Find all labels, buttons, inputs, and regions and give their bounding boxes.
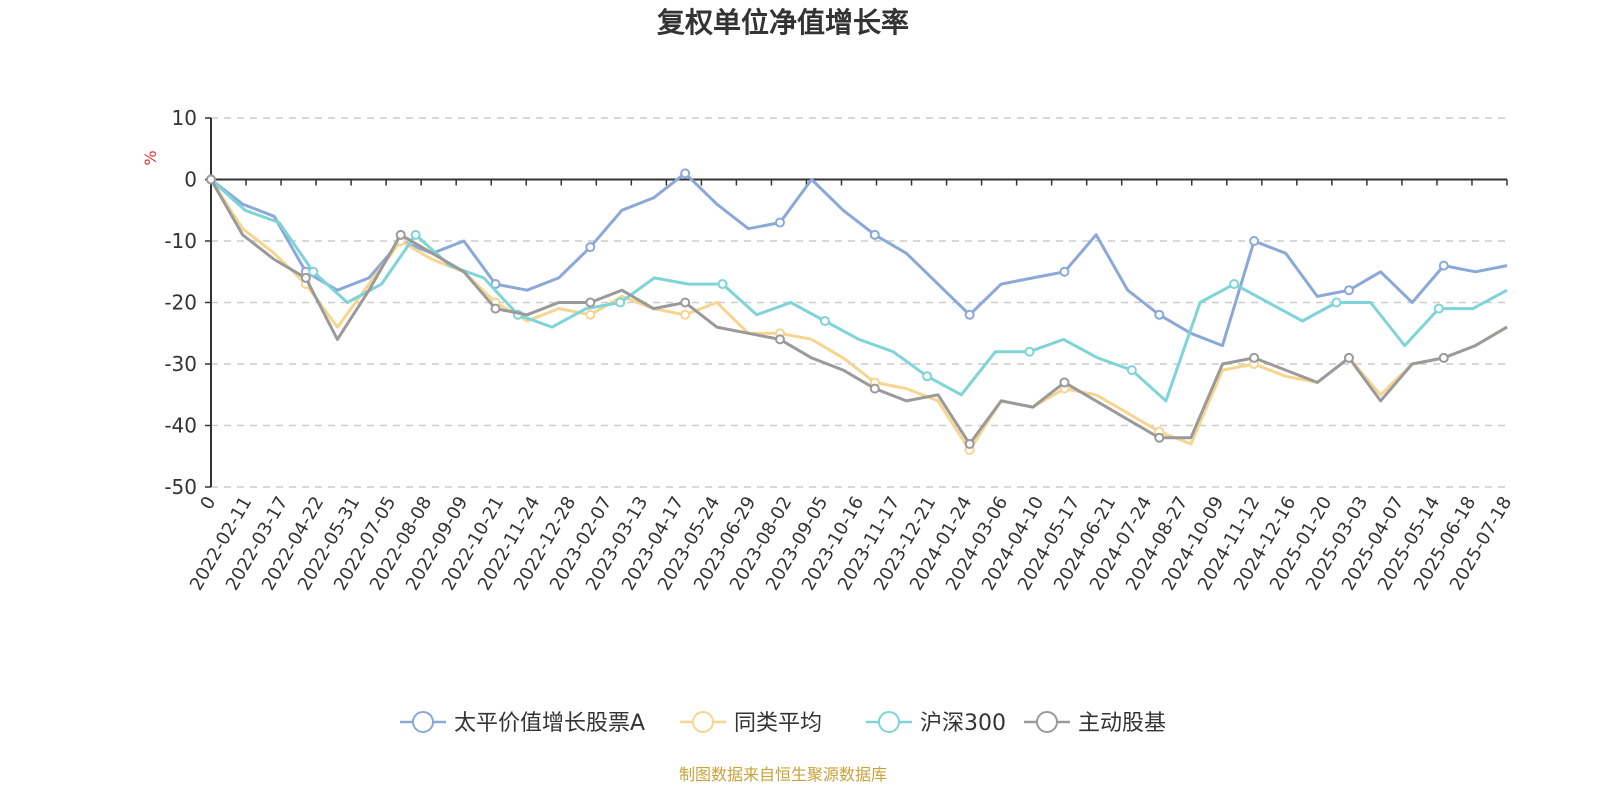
- y-tick-label: -30: [164, 352, 197, 376]
- data-point: [1059, 377, 1070, 388]
- legend-label: 同类平均: [734, 711, 822, 736]
- data-point: [1249, 236, 1260, 246]
- legend-item: 太平价值增长股票A: [400, 711, 645, 736]
- y-tick-label: 0: [184, 168, 197, 192]
- data-point: [680, 309, 691, 320]
- data-point: [1229, 279, 1240, 290]
- legend-label: 太平价值增长股票A: [454, 711, 645, 736]
- x-tick-labels: 02022-02-112022-03-172022-04-222022-05-3…: [186, 493, 1516, 594]
- series-line: [209, 178, 1508, 403]
- data-point: [1126, 365, 1137, 376]
- y-axis-unit: %: [141, 150, 160, 165]
- source-note: 制图数据来自恒生聚源数据库: [679, 765, 887, 784]
- axes: [205, 117, 1508, 488]
- data-point: [774, 334, 785, 345]
- data-point: [300, 272, 311, 283]
- legend-marker: [878, 711, 900, 733]
- y-tick-label: 10: [172, 106, 197, 130]
- data-point: [1059, 266, 1070, 277]
- legend-marker: [692, 711, 714, 733]
- data-point: [819, 315, 830, 326]
- y-tick-labels: 10 0 -10 -20 -30 -40 -50: [164, 106, 197, 499]
- legend-item: 沪深300: [866, 711, 1006, 736]
- data-point: [206, 174, 216, 185]
- legend-marker: [1036, 711, 1058, 733]
- data-point: [964, 438, 975, 449]
- data-point: [1249, 352, 1260, 363]
- data-point: [395, 229, 406, 240]
- legend-label: 沪深300: [920, 711, 1006, 736]
- series-line: [210, 171, 1508, 348]
- data-point: [585, 297, 596, 308]
- y-tick-label: -40: [164, 414, 197, 438]
- data-point: [490, 303, 501, 314]
- data-point: [585, 309, 596, 320]
- data-point: [964, 309, 975, 320]
- grid-lines: [211, 117, 1507, 488]
- data-point: [869, 229, 880, 240]
- data-point: [1343, 352, 1354, 363]
- data-point: [1024, 346, 1035, 357]
- data-point: [615, 297, 626, 308]
- data-point: [1331, 297, 1342, 308]
- data-point: [1154, 309, 1165, 320]
- chart-title: 复权单位净值增长率: [657, 6, 909, 39]
- data-point: [410, 229, 421, 240]
- y-tick-label: -50: [164, 475, 197, 499]
- series-group: [206, 168, 1508, 348]
- series-group: [206, 174, 1508, 449]
- legend-label: 主动股基: [1078, 711, 1166, 736]
- data-point: [1438, 352, 1449, 363]
- data-point: [774, 217, 785, 228]
- data-point: [1154, 432, 1165, 443]
- legend-item: 同类平均: [680, 711, 822, 736]
- data-point: [680, 297, 691, 308]
- data-point: [308, 266, 319, 277]
- legend: 太平价值增长股票A 同类平均 沪深300 主动股基: [400, 711, 1166, 736]
- legend-marker: [412, 711, 434, 733]
- data-point: [869, 383, 880, 394]
- legend-item: 主动股基: [1024, 711, 1166, 736]
- series-line: [209, 178, 1508, 452]
- data-point: [1343, 285, 1354, 296]
- data-point: [1438, 260, 1449, 271]
- series-lines: [206, 168, 1508, 456]
- y-tick-label: -10: [164, 229, 197, 253]
- y-tick-label: -20: [164, 291, 197, 315]
- data-point: [717, 279, 728, 290]
- data-point: [1433, 303, 1444, 314]
- series-line: [209, 178, 1508, 446]
- x-tick-label: 0: [196, 493, 220, 513]
- data-point: [922, 371, 933, 382]
- data-point: [680, 168, 691, 179]
- data-point: [585, 242, 596, 253]
